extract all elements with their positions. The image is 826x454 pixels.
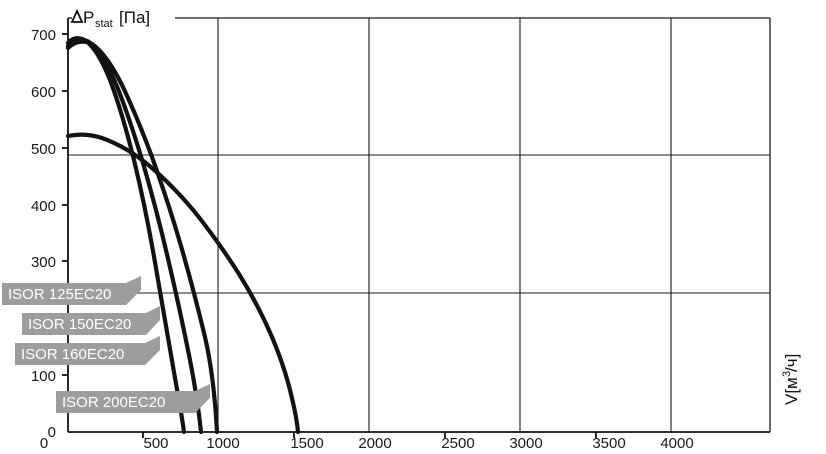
x-axis-title: V[м 3 /ч] bbox=[781, 354, 801, 405]
x-axis-title-sup: 3 bbox=[781, 371, 793, 377]
horizontal-gridlines bbox=[68, 154, 770, 294]
x-tick-label-3000: 3000 bbox=[509, 435, 542, 452]
y-axis-title-sub: stat bbox=[95, 18, 113, 30]
x-tick-label-500: 500 bbox=[143, 435, 168, 452]
x-axis-title-tail: /ч] bbox=[782, 354, 801, 372]
y-axis-title-main: P bbox=[83, 8, 94, 27]
x-tick-label-1500: 1500 bbox=[290, 435, 323, 452]
callout-box-125 bbox=[2, 276, 141, 305]
x-tick-label-0: 0 bbox=[40, 435, 48, 452]
x-axis-title-main: V[м bbox=[782, 377, 801, 405]
delta-triangle-icon bbox=[70, 8, 84, 23]
y-tick-label-100: 100 bbox=[31, 368, 56, 385]
callout-box-200 bbox=[56, 384, 210, 413]
y-tick-label-700: 700 bbox=[31, 27, 56, 44]
x-tick-label-4000: 4000 bbox=[660, 435, 693, 452]
y-tick-label-400: 400 bbox=[31, 198, 56, 215]
x-tick-label-1000: 1000 bbox=[206, 435, 239, 452]
y-tick-label-300: 300 bbox=[31, 254, 56, 271]
y-axis-title: P stat [Пa] bbox=[70, 8, 150, 30]
curve-isor-150ec20 bbox=[65, 37, 204, 435]
callout-label-125: ISOR 125EC20 bbox=[8, 286, 111, 303]
y-tick-label-500: 500 bbox=[31, 141, 56, 158]
y-tick-label-600: 600 bbox=[31, 84, 56, 101]
x-tick-label-2000: 2000 bbox=[358, 435, 391, 452]
x-tick-label-2500: 2500 bbox=[441, 435, 474, 452]
y-axis-title-unit: [Пa] bbox=[119, 8, 150, 27]
callout-isor-200ec20: ISOR 200EC20 bbox=[56, 384, 210, 413]
x-tick-labels: 0 500 1000 1500 2000 2500 3000 3500 4000 bbox=[40, 435, 694, 452]
y-tick-labels: 0 100 300 400 500 600 700 bbox=[31, 27, 56, 441]
callout-box-160 bbox=[15, 336, 160, 365]
curve-isor-160ec20 bbox=[65, 39, 220, 435]
vertical-gridlines bbox=[217, 18, 672, 432]
callout-label-200: ISOR 200EC20 bbox=[62, 394, 165, 411]
curve-isor-200ec20 bbox=[65, 132, 301, 435]
y-tick-label-0: 0 bbox=[48, 424, 56, 441]
curves bbox=[65, 36, 301, 435]
callout-label-160: ISOR 160EC20 bbox=[21, 346, 124, 363]
x-tick-label-3500: 3500 bbox=[592, 435, 625, 452]
callout-isor-125ec20: ISOR 125EC20 bbox=[2, 276, 141, 305]
callout-label-150: ISOR 150EC20 bbox=[28, 316, 131, 333]
callout-box-150 bbox=[22, 306, 160, 335]
callout-isor-160ec20: ISOR 160EC20 bbox=[15, 336, 160, 365]
x-axis-ticks bbox=[142, 432, 597, 438]
callout-isor-150ec20: ISOR 150EC20 bbox=[22, 306, 160, 335]
